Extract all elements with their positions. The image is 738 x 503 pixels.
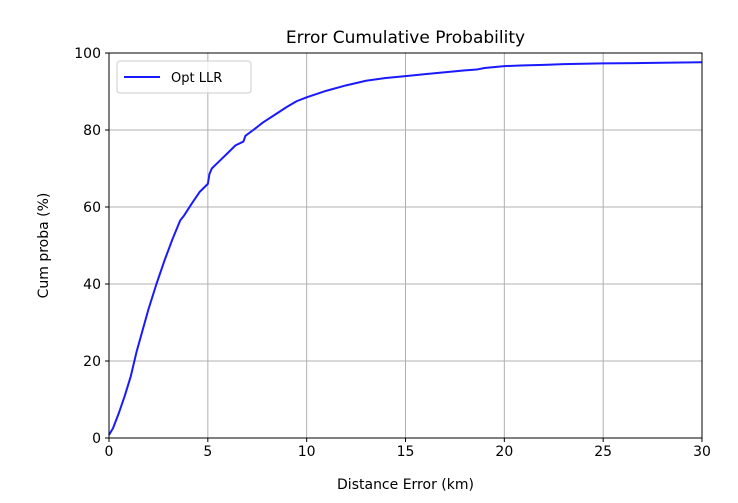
chart-title: Error Cumulative Probability xyxy=(286,28,525,48)
x-tick-label-0: 0 xyxy=(105,444,114,460)
x-tick-label-30: 30 xyxy=(693,444,711,460)
y-axis-label: Cum proba (%) xyxy=(36,193,52,299)
series-layer xyxy=(108,61,703,436)
x-tick-label-25: 25 xyxy=(594,444,612,460)
x-tick-label-20: 20 xyxy=(495,444,513,460)
y-tick-label-40: 40 xyxy=(83,277,101,293)
y-tick-label-60: 60 xyxy=(83,200,101,216)
legend: Opt LLR xyxy=(116,60,252,94)
series-line-opt-llr xyxy=(108,61,703,436)
x-tick-label-5: 5 xyxy=(203,444,212,460)
ticks: 0 5 10 15 20 25 30 0 20 40 60 80 100 xyxy=(74,46,711,460)
legend-label-opt-llr: Opt LLR xyxy=(171,71,222,86)
x-tick-label-10: 10 xyxy=(298,444,316,460)
x-axis-label: Distance Error (km) xyxy=(337,477,474,493)
grid xyxy=(108,52,703,439)
x-tick-label-15: 15 xyxy=(397,444,415,460)
y-tick-label-0: 0 xyxy=(92,431,101,447)
y-tick-label-20: 20 xyxy=(83,354,101,370)
y-tick-label-80: 80 xyxy=(83,123,101,139)
y-tick-label-100: 100 xyxy=(74,46,101,62)
legend-box xyxy=(116,60,252,94)
